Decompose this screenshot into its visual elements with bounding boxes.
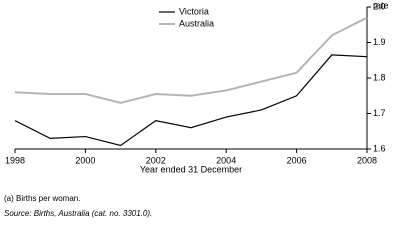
series-line — [14, 54, 368, 147]
legend-label: Victoria — [179, 6, 209, 16]
x-tick-label: 1998 — [5, 155, 25, 165]
x-tick-label: 2006 — [287, 155, 307, 165]
y-tick-label: 1.6 — [373, 143, 386, 153]
source: Source: Births, Australia (cat. no. 3301… — [4, 209, 152, 218]
x-tick-label: 2002 — [146, 155, 166, 165]
chart: rate Year ended 31 December (a) Births p… — [4, 0, 389, 218]
y-tick-label: 1.9 — [373, 37, 386, 47]
y-axis-label: rate — [373, 0, 389, 10]
x-tick-label: 2008 — [357, 155, 377, 165]
y-tick-label: 2.0 — [373, 1, 386, 11]
x-axis-label: Year ended 31 December — [140, 164, 242, 174]
series-line — [14, 16, 368, 104]
y-tick-label: 1.8 — [373, 72, 386, 82]
x-tick-label: 2004 — [216, 155, 236, 165]
footnote: (a) Births per woman. — [4, 194, 80, 203]
legend-label: Australia — [179, 18, 214, 28]
x-tick-label: 2000 — [75, 155, 95, 165]
y-tick-label: 1.7 — [373, 108, 386, 118]
